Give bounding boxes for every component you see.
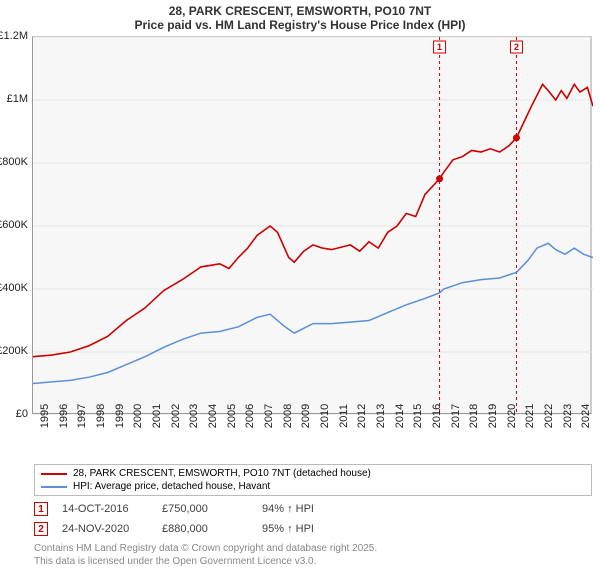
x-axis-label: 2012 — [352, 404, 368, 428]
x-axis-label: 2008 — [278, 404, 294, 428]
legend-swatch — [41, 473, 67, 475]
y-axis-label: £200K — [0, 345, 32, 357]
x-axis-label: 1998 — [91, 404, 107, 428]
x-axis-label: 2018 — [464, 404, 480, 428]
x-axis-label: 1996 — [54, 404, 70, 428]
x-axis-label: 2009 — [296, 404, 312, 428]
x-axis-label: 2013 — [371, 404, 387, 428]
x-axis-label: 2023 — [558, 404, 574, 428]
series-line-1 — [33, 243, 593, 383]
chart-title-line1: 28, PARK CRESCENT, EMSWORTH, PO10 7NT — [0, 0, 600, 18]
x-axis-label: 2006 — [240, 404, 256, 428]
x-axis-label: 2025 — [595, 404, 600, 428]
x-axis-label: 2015 — [408, 404, 424, 428]
x-axis-label: 2020 — [502, 404, 518, 428]
plot-svg: 12 — [33, 37, 593, 415]
sale-date: 14-OCT-2016 — [62, 503, 148, 515]
sale-pct: 94% ↑ HPI — [262, 503, 348, 515]
sale-price: £880,000 — [162, 523, 248, 535]
sale-pct: 95% ↑ HPI — [262, 523, 348, 535]
x-axis-label: 2004 — [203, 404, 219, 428]
sale-marker-2: 2 — [34, 522, 48, 536]
x-axis-label: 2016 — [427, 404, 443, 428]
x-axis-label: 2007 — [259, 404, 275, 428]
legend-label: 28, PARK CRESCENT, EMSWORTH, PO10 7NT (d… — [73, 468, 371, 479]
x-axis-label: 2005 — [222, 404, 238, 428]
x-axis-label: 2019 — [483, 404, 499, 428]
y-axis-label: £600K — [0, 219, 32, 231]
footer-line1: Contains HM Land Registry data © Crown c… — [34, 542, 600, 555]
x-axis-label: 2000 — [128, 404, 144, 428]
legend-item: HPI: Average price, detached house, Hava… — [35, 480, 591, 493]
y-axis-label: £800K — [0, 156, 32, 168]
chart-area: 12 £0£200K£400K£600K£800K£1M£1.2M1995199… — [32, 36, 600, 416]
x-axis-label: 2024 — [576, 404, 592, 428]
marker-number: 2 — [514, 42, 519, 52]
y-axis-label: £1M — [7, 93, 32, 105]
y-axis-label: £0 — [16, 408, 32, 420]
legend-swatch — [41, 486, 67, 488]
legend-label: HPI: Average price, detached house, Hava… — [73, 481, 270, 492]
sale-row: 2 24-NOV-2020 £880,000 95% ↑ HPI — [34, 522, 600, 536]
x-axis-label: 2002 — [166, 404, 182, 428]
y-axis-label: £400K — [0, 282, 32, 294]
plot-region: 12 — [32, 36, 592, 414]
x-axis-label: 2014 — [390, 404, 406, 428]
legend-box: 28, PARK CRESCENT, EMSWORTH, PO10 7NT (d… — [34, 464, 592, 496]
series-line-0 — [33, 84, 593, 356]
x-axis-label: 1997 — [72, 404, 88, 428]
x-axis-label: 2017 — [446, 404, 462, 428]
x-axis-label: 2011 — [334, 404, 350, 428]
y-axis-label: £1.2M — [0, 30, 32, 42]
x-axis-label: 2001 — [147, 404, 163, 428]
legend-item: 28, PARK CRESCENT, EMSWORTH, PO10 7NT (d… — [35, 467, 591, 480]
sale-date: 24-NOV-2020 — [62, 523, 148, 535]
footer-attribution: Contains HM Land Registry data © Crown c… — [34, 542, 600, 568]
chart-title-line2: Price paid vs. HM Land Registry's House … — [0, 18, 600, 36]
footer-line2: This data is licensed under the Open Gov… — [34, 555, 600, 568]
marker-number: 1 — [437, 42, 442, 52]
x-axis-label: 2022 — [539, 404, 555, 428]
chart-container: 28, PARK CRESCENT, EMSWORTH, PO10 7NT Pr… — [0, 0, 600, 560]
x-axis-label: 1999 — [110, 404, 126, 428]
sale-marker-1: 1 — [34, 502, 48, 516]
x-axis-label: 2021 — [520, 404, 536, 428]
sale-row: 1 14-OCT-2016 £750,000 94% ↑ HPI — [34, 502, 600, 516]
x-axis-label: 2003 — [184, 404, 200, 428]
x-axis-label: 1995 — [35, 404, 51, 428]
sale-price: £750,000 — [162, 503, 248, 515]
x-axis-label: 2010 — [315, 404, 331, 428]
